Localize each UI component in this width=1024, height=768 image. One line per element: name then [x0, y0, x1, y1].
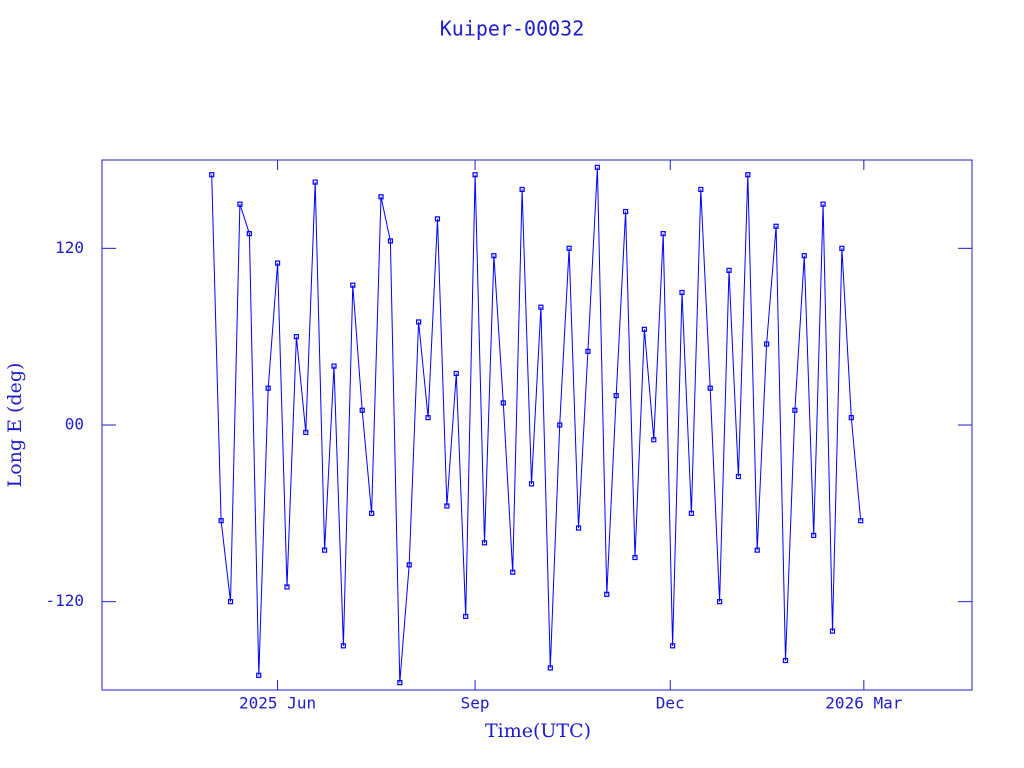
data-point	[519, 186, 525, 193]
data-point	[359, 407, 365, 413]
data-point	[472, 172, 478, 178]
data-point	[575, 525, 582, 531]
data-point	[547, 665, 553, 671]
data-point	[735, 473, 742, 480]
data-point	[369, 510, 375, 516]
y-tick-label: 120	[55, 238, 84, 257]
data-point	[416, 319, 422, 325]
data-point	[829, 628, 836, 634]
data-point	[792, 407, 798, 413]
data-point	[801, 253, 807, 259]
data-point	[510, 569, 516, 575]
data-point	[481, 540, 488, 546]
data-point	[444, 503, 450, 509]
data-point	[246, 231, 252, 237]
data-point	[679, 289, 685, 296]
data-point	[293, 334, 299, 340]
x-tick-label: Sep	[461, 694, 490, 713]
data-point	[491, 253, 497, 259]
data-point	[340, 643, 347, 649]
x-axis-label: Time(UTC)	[485, 720, 591, 742]
y-tick-label: 00	[65, 415, 84, 434]
data-point	[209, 172, 215, 178]
data-point	[707, 385, 713, 391]
plot-frame	[101, 159, 973, 691]
data-point	[378, 194, 384, 200]
data-point	[660, 231, 666, 237]
data-point	[717, 599, 723, 605]
data-point	[538, 304, 544, 310]
data-point	[745, 172, 751, 178]
data-point	[669, 643, 676, 649]
data-point	[858, 518, 864, 524]
data-point	[453, 370, 459, 377]
data-point	[726, 267, 732, 274]
data-point	[256, 672, 262, 678]
x-tick-label: 2026 Mar	[825, 694, 902, 713]
data-point	[782, 657, 789, 664]
data-point	[811, 532, 817, 539]
y-tick-label: -120	[45, 591, 84, 610]
data-point	[585, 348, 591, 354]
data-point	[500, 400, 506, 406]
data-point	[557, 422, 563, 428]
data-point	[303, 429, 309, 435]
data-point	[284, 584, 290, 590]
data-point	[754, 547, 760, 553]
data-point	[350, 282, 356, 288]
data-line	[211, 167, 862, 683]
x-tick-label: Dec	[656, 694, 685, 713]
data-point	[839, 245, 845, 251]
data-point	[848, 415, 854, 421]
data-point	[820, 201, 826, 207]
data-point	[237, 201, 243, 207]
data-point	[764, 341, 770, 347]
data-point	[604, 591, 610, 597]
data-point	[265, 385, 271, 391]
data-point	[463, 613, 469, 619]
data-point	[622, 208, 629, 215]
data-point	[688, 510, 695, 516]
data-point	[331, 363, 337, 369]
y-axis-label: Long E (deg)	[4, 363, 26, 488]
data-point	[321, 547, 328, 553]
data-point	[594, 164, 600, 170]
data-point	[632, 554, 638, 561]
data-point	[613, 392, 619, 399]
data-point	[387, 238, 394, 244]
data-point	[528, 481, 535, 487]
data-point	[425, 415, 431, 421]
data-point	[698, 186, 704, 193]
data-point	[651, 437, 657, 443]
x-tick-label: 2025 Jun	[239, 694, 316, 713]
chart-title: Kuiper-00032	[440, 17, 585, 41]
data-point	[274, 260, 281, 266]
data-point	[566, 245, 572, 251]
data-point	[406, 562, 412, 568]
data-point	[218, 518, 224, 524]
data-point	[773, 223, 779, 229]
data-point	[641, 326, 647, 332]
data-point	[434, 216, 441, 222]
data-point	[312, 179, 318, 185]
data-point	[227, 599, 234, 605]
data-point	[397, 680, 403, 686]
